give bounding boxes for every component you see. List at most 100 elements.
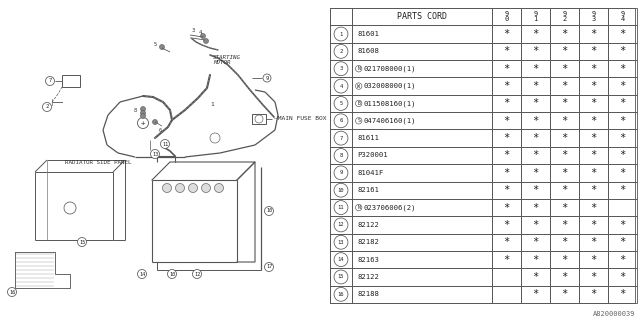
Circle shape xyxy=(355,83,362,89)
Bar xyxy=(521,112,550,130)
Text: *: * xyxy=(620,289,626,299)
Circle shape xyxy=(334,201,348,214)
Bar xyxy=(492,268,521,286)
Circle shape xyxy=(163,183,172,193)
Circle shape xyxy=(334,44,348,58)
Bar xyxy=(62,75,80,87)
Circle shape xyxy=(264,262,273,271)
Bar xyxy=(492,164,521,181)
Text: 82122: 82122 xyxy=(357,274,379,280)
Text: B: B xyxy=(357,101,360,106)
Text: *: * xyxy=(590,150,596,161)
Bar xyxy=(521,95,550,112)
Text: 4: 4 xyxy=(339,84,342,89)
Bar xyxy=(330,60,352,77)
Bar xyxy=(352,181,492,199)
Text: *: * xyxy=(561,203,568,212)
Text: RADIATOR SIDE PANEL: RADIATOR SIDE PANEL xyxy=(65,159,131,164)
Bar xyxy=(608,25,637,43)
Text: *: * xyxy=(590,99,596,108)
Text: *: * xyxy=(590,203,596,212)
Bar xyxy=(521,77,550,95)
Text: *: * xyxy=(561,272,568,282)
Circle shape xyxy=(334,183,348,197)
Text: *: * xyxy=(620,29,626,39)
Text: 15: 15 xyxy=(79,239,85,244)
Text: 10: 10 xyxy=(338,188,344,193)
Bar xyxy=(608,147,637,164)
Circle shape xyxy=(175,183,184,193)
Text: 9: 9 xyxy=(339,170,342,175)
Text: *: * xyxy=(561,220,568,230)
Circle shape xyxy=(77,237,86,246)
Bar xyxy=(579,234,608,251)
Text: *: * xyxy=(561,255,568,265)
Bar xyxy=(579,268,608,286)
Text: 021708000(1): 021708000(1) xyxy=(363,66,415,72)
Text: W: W xyxy=(357,84,360,89)
Text: *: * xyxy=(590,116,596,126)
Text: 2: 2 xyxy=(339,49,342,54)
Text: 11: 11 xyxy=(162,141,168,147)
Text: 82161: 82161 xyxy=(357,187,379,193)
Bar xyxy=(550,112,579,130)
Text: 82188: 82188 xyxy=(357,291,379,297)
Bar xyxy=(550,77,579,95)
Bar xyxy=(492,251,521,268)
Text: *: * xyxy=(504,168,509,178)
Bar xyxy=(521,268,550,286)
Text: *: * xyxy=(590,255,596,265)
Text: 12: 12 xyxy=(338,222,344,228)
Bar xyxy=(492,77,521,95)
Text: *: * xyxy=(620,99,626,108)
Bar xyxy=(521,60,550,77)
Text: 12: 12 xyxy=(194,271,200,276)
Bar xyxy=(352,164,492,181)
Text: 81041F: 81041F xyxy=(357,170,383,176)
Text: 13: 13 xyxy=(338,240,344,245)
Text: 4: 4 xyxy=(198,30,202,36)
Text: *: * xyxy=(620,237,626,247)
Bar xyxy=(550,181,579,199)
Bar xyxy=(550,8,579,25)
Text: *: * xyxy=(504,64,509,74)
Bar xyxy=(550,234,579,251)
Bar xyxy=(550,25,579,43)
Bar xyxy=(608,286,637,303)
Text: *: * xyxy=(561,168,568,178)
Bar xyxy=(330,43,352,60)
Bar xyxy=(352,8,492,25)
Text: *: * xyxy=(532,185,539,195)
Text: 14: 14 xyxy=(139,271,145,276)
Text: +: + xyxy=(141,120,145,126)
Text: *: * xyxy=(504,185,509,195)
Text: 1: 1 xyxy=(210,102,214,108)
Text: *: * xyxy=(504,29,509,39)
Text: *: * xyxy=(532,289,539,299)
Text: *: * xyxy=(561,150,568,161)
Bar xyxy=(330,130,352,147)
Text: *: * xyxy=(620,116,626,126)
Bar xyxy=(492,181,521,199)
Text: 6: 6 xyxy=(159,127,161,132)
Bar xyxy=(550,147,579,164)
Text: 17: 17 xyxy=(266,265,272,269)
Circle shape xyxy=(334,287,348,301)
Bar xyxy=(608,234,637,251)
Bar xyxy=(492,234,521,251)
Text: 15: 15 xyxy=(338,275,344,279)
Text: *: * xyxy=(561,237,568,247)
Text: 8: 8 xyxy=(339,153,342,158)
Bar xyxy=(492,43,521,60)
Bar xyxy=(352,60,492,77)
Bar xyxy=(330,25,352,43)
Text: 82163: 82163 xyxy=(357,257,379,263)
Bar xyxy=(330,181,352,199)
Text: 10: 10 xyxy=(169,271,175,276)
Bar xyxy=(608,199,637,216)
Text: *: * xyxy=(532,272,539,282)
Bar xyxy=(352,286,492,303)
Bar xyxy=(492,130,521,147)
Bar xyxy=(330,8,352,25)
Text: 16: 16 xyxy=(9,290,15,294)
